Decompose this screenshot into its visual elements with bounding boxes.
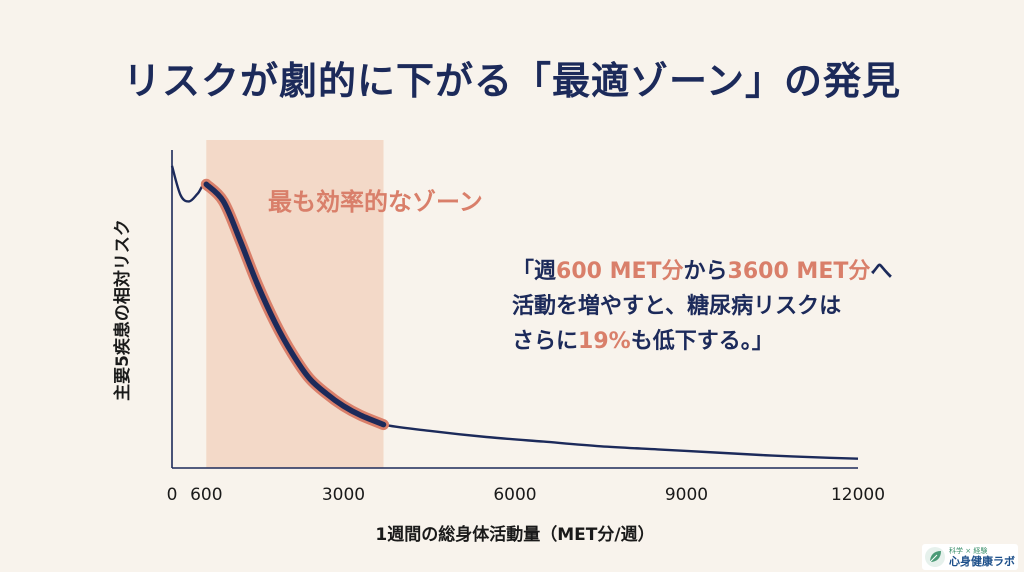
- x-tick-label-3000: 3000: [322, 485, 365, 505]
- x-tick-label-12000: 12000: [831, 485, 885, 505]
- key-finding-quote: 「週600 MET分から3600 MET分へ 活動を増やすと、糖尿病リスクは さ…: [512, 254, 982, 359]
- x-tick-label-9000: 9000: [665, 485, 708, 505]
- quote-line-1: 「週600 MET分から3600 MET分へ: [512, 254, 982, 289]
- y-axis-label: 主要5疾患の相対リスク: [112, 219, 133, 401]
- x-tick-label-6000: 6000: [493, 485, 536, 505]
- quote-line-2: 活動を増やすと、糖尿病リスクは: [512, 289, 982, 324]
- logo-subtitle: 科学 × 経験: [949, 548, 1015, 555]
- quote-line-3: さらに19%も低下する。」: [512, 324, 982, 359]
- logo-name: 心身健康ラボ: [949, 556, 1015, 567]
- leaf-icon: [924, 546, 946, 568]
- x-axis-label: 1週間の総身体活動量（MET分/週）: [375, 524, 654, 545]
- x-tick-label-600: 600: [190, 485, 222, 505]
- x-tick-label-0: 0: [167, 485, 178, 505]
- optimal-zone-label: 最も効率的なゾーン: [268, 188, 483, 216]
- brand-logo: 科学 × 経験 心身健康ラボ: [922, 544, 1018, 570]
